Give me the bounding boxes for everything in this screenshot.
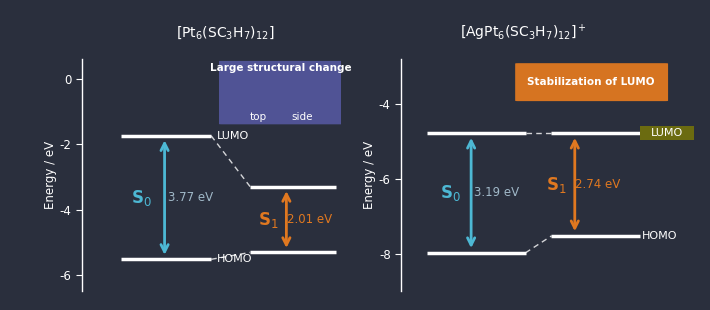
Text: S$_1$: S$_1$ (547, 175, 567, 194)
Text: [Pt$_6$(SC$_3$H$_7$)$_{12}$]: [Pt$_6$(SC$_3$H$_7$)$_{12}$] (176, 24, 275, 41)
Text: Large structural change: Large structural change (210, 63, 352, 73)
Text: S$_0$: S$_0$ (131, 188, 152, 208)
FancyBboxPatch shape (515, 63, 668, 101)
Text: LUMO: LUMO (650, 128, 683, 138)
Text: top: top (249, 112, 266, 122)
Text: 3.19 eV: 3.19 eV (474, 186, 520, 199)
Text: [AgPt$_6$(SC$_3$H$_7$)$_{12}$]$^+$: [AgPt$_6$(SC$_3$H$_7$)$_{12}$]$^+$ (460, 22, 587, 43)
Text: S$_1$: S$_1$ (258, 210, 278, 229)
Text: Stabilization of LUMO: Stabilization of LUMO (527, 77, 654, 87)
Text: 2.74 eV: 2.74 eV (576, 178, 621, 191)
Y-axis label: Energy / eV: Energy / eV (363, 141, 376, 209)
Text: LUMO: LUMO (217, 131, 248, 141)
Text: side: side (291, 112, 312, 122)
FancyBboxPatch shape (219, 61, 344, 124)
Text: HOMO: HOMO (217, 254, 252, 264)
Text: S$_0$: S$_0$ (440, 183, 461, 203)
Text: HOMO: HOMO (642, 231, 677, 241)
Text: 3.77 eV: 3.77 eV (168, 191, 213, 204)
FancyBboxPatch shape (640, 126, 694, 140)
Y-axis label: Energy / eV: Energy / eV (43, 141, 57, 209)
Text: 2.01 eV: 2.01 eV (287, 213, 332, 226)
